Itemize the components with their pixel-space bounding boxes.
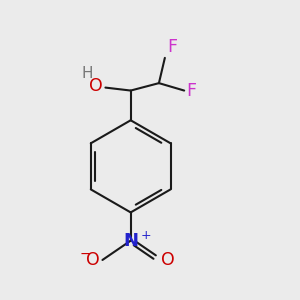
Text: F: F [167,38,177,56]
Text: H: H [81,66,93,81]
Text: F: F [187,82,196,100]
Text: −: − [80,247,91,261]
Text: +: + [140,229,151,242]
Text: O: O [89,77,103,95]
Text: O: O [86,251,100,269]
Text: N: N [123,232,138,250]
Text: O: O [161,251,175,269]
